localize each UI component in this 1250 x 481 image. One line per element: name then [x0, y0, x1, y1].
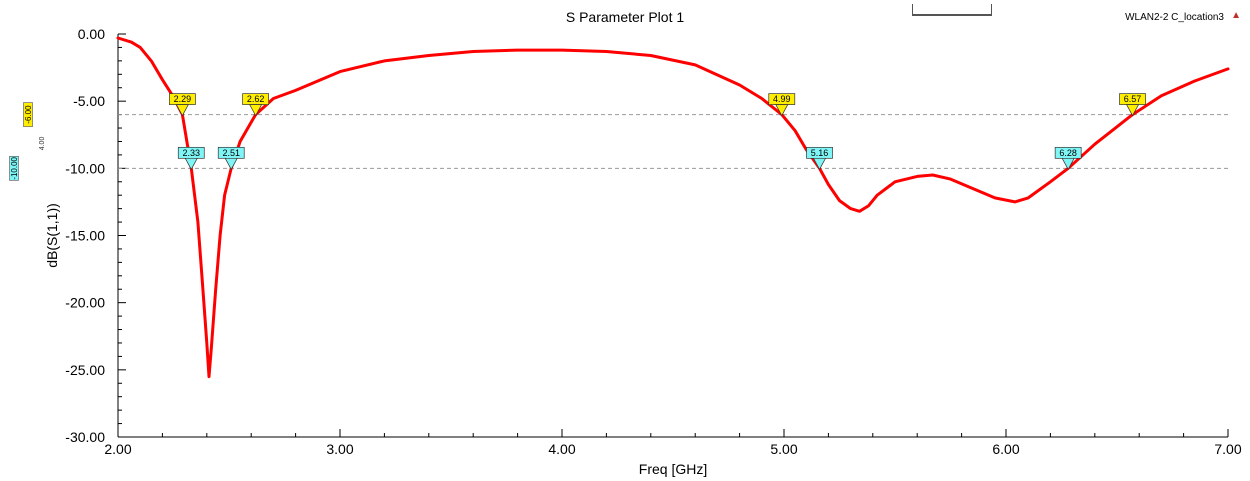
marker-label: 5.16 [811, 148, 829, 158]
marker-pointer [224, 157, 238, 171]
x-tick-label: 7.00 [1214, 441, 1241, 457]
marker-pointer [249, 104, 263, 117]
marker-label: 2.29 [174, 94, 192, 104]
y-tick-label: -20.00 [65, 295, 105, 311]
x-tick-label: 4.00 [548, 441, 575, 457]
y-tick-label: -15.00 [65, 228, 105, 244]
marker-pointer [175, 104, 189, 117]
marker-label: 6.28 [1059, 148, 1077, 158]
marker-pointer [184, 157, 198, 171]
marker-label: 2.51 [222, 148, 240, 158]
marker-pointer [1061, 157, 1075, 171]
y-tick-label: -5.00 [73, 93, 105, 109]
marker-label: 4.99 [773, 94, 791, 104]
legend-drag-handle[interactable] [912, 4, 992, 16]
y-tick-label: -25.00 [65, 362, 105, 378]
marker-pointer [775, 104, 789, 117]
warning-icon[interactable]: ▲ [1231, 10, 1241, 21]
y-axis-label: dB(S(1,1)) [44, 203, 60, 268]
reference-line-label-box [9, 155, 19, 181]
marker-pointer [1125, 104, 1140, 117]
marker-label: 6.57 [1124, 94, 1142, 104]
reference-line-label: -6.00 [24, 105, 33, 124]
marker-pointer [812, 157, 827, 171]
x-tick-label: 5.00 [770, 441, 797, 457]
series-line [116, 36, 1230, 379]
reference-line-label-box [23, 102, 33, 127]
reference-line-label: -10.00 [10, 156, 19, 179]
x-tick-label: 6.00 [992, 441, 1019, 457]
axis-side-label: 4.00 [39, 137, 46, 151]
chart-title: S Parameter Plot 1 [565, 9, 685, 25]
marker-label: 2.62 [247, 94, 265, 104]
x-tick-label: 2.00 [104, 441, 131, 457]
y-tick-label: 0.00 [78, 26, 105, 42]
x-tick-label: 3.00 [326, 441, 353, 457]
y-tick-label: -10.00 [65, 160, 105, 176]
x-axis-label: Freq [GHz] [639, 461, 707, 477]
marker-label: 2.33 [182, 148, 200, 158]
y-tick-label: -30.00 [65, 429, 105, 445]
design-label[interactable]: WLAN2-2 C_location3 [1125, 12, 1224, 23]
